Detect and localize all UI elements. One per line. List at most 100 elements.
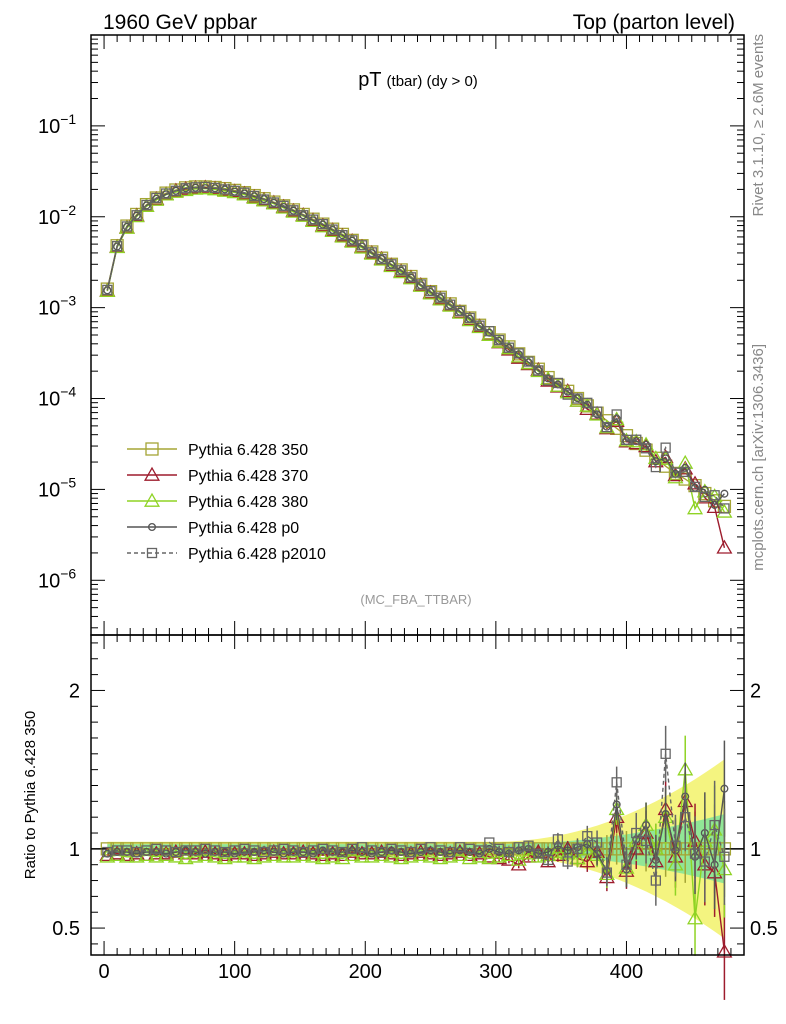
ratio-point-4-35: [444, 846, 456, 858]
ratio-point-4-3: [131, 846, 142, 858]
main-point-4-32: [415, 279, 426, 290]
ratio-point-4-58: [670, 840, 681, 851]
ratio-point-2-2: [118, 848, 135, 863]
legend-label-0: Pythia 6.428 350: [188, 442, 308, 459]
ratio-point-1-22: [314, 846, 331, 862]
main-point-4-58: [670, 467, 681, 478]
ratio-point-0-3: [130, 842, 144, 856]
main-point-4-41: [503, 342, 515, 353]
main-point-3-15: [250, 192, 259, 201]
ratio-point-2-13: [226, 848, 243, 863]
ratio-point-2-28: [373, 846, 390, 862]
ratio-point-4-57: [660, 748, 671, 759]
legend-marker-3: [147, 522, 157, 532]
legend-marker-0: [145, 442, 159, 456]
main-point-4-4: [141, 199, 152, 211]
ratio-point-4-20: [298, 846, 309, 858]
main-point-4-6: [160, 188, 172, 199]
ratio-ylabel: Ratio to Pythia 6.428 350: [22, 711, 39, 879]
main-point-3-44: [534, 366, 543, 375]
main-point-4-12: [219, 184, 231, 195]
main-point-3-3: [132, 211, 141, 220]
ratio-point-4-36: [454, 842, 466, 853]
ratio-point-4-5: [151, 843, 162, 855]
ratio-point-4-27: [366, 845, 377, 856]
ratio-point-2-15: [246, 850, 263, 865]
ratio-point-2-18: [275, 848, 292, 863]
ratio-point-3-21: [308, 849, 318, 858]
ratio-point-4-9: [190, 845, 201, 856]
ratio-point-4-6: [160, 845, 172, 856]
main-ytick-label-3: 10−3: [38, 293, 76, 320]
ratio-point-0-51: [600, 842, 614, 856]
ratio-xtick-label-4: 400: [610, 961, 643, 983]
main-point-4-25: [347, 235, 358, 246]
ratio-point-4-16: [258, 846, 270, 858]
ratio-point-2-24: [334, 850, 351, 865]
main-point-4-18: [278, 200, 289, 211]
main-ytick-label-5: 10−1: [38, 111, 76, 138]
main-point-4-5: [151, 192, 162, 204]
legend-item-2: Pythia 6.428 380: [127, 492, 308, 511]
main-point-4-43: [523, 356, 534, 367]
ratio-point-4-15: [249, 845, 260, 856]
legend-label-2: Pythia 6.428 380: [188, 494, 308, 511]
ratio-point-4-10: [200, 843, 211, 855]
main-point-4-36: [454, 305, 466, 317]
ratio-point-4-49: [582, 831, 593, 842]
main-point-4-44: [533, 365, 544, 376]
main-point-4-17: [268, 197, 279, 208]
main-point-3-4: [142, 201, 151, 210]
main-point-0-61: [698, 486, 712, 501]
main-point-3-17: [269, 198, 278, 207]
main-point-4-13: [229, 185, 240, 196]
ratio-point-2-38: [471, 848, 488, 863]
main-panel: 10−6 10−5 10−4 10−3 10−2 10−1: [38, 34, 745, 636]
main-point-3-24: [338, 231, 347, 240]
legend: Pythia 6.428 350 Pythia 6.428 370 Pythia 6…: [127, 442, 326, 563]
main-point-2-63: [716, 503, 733, 518]
ratio-point-1-24: [334, 846, 351, 862]
ratio-point-1-37: [461, 846, 478, 862]
ratio-point-1-16: [256, 845, 273, 860]
main-point-3-7: [171, 186, 180, 195]
ratio-point-2-11: [207, 848, 224, 863]
main-point-4-59: [680, 466, 691, 478]
main-point-3-20: [299, 211, 308, 220]
main-point-4-2: [121, 221, 133, 232]
main-ytick-label-4: 10−2: [38, 202, 76, 229]
ratio-point-2-29: [383, 848, 400, 863]
main-series-0: [100, 180, 732, 514]
ratio-point-4-34: [435, 845, 446, 856]
main-point-4-61: [699, 491, 710, 503]
ratio-point-2-25: [344, 846, 361, 862]
ratio-ytick-label-right-2: 2: [750, 680, 761, 702]
ratio-ytick-label-left-0: 0.5: [52, 918, 80, 940]
ratio-point-4-32: [415, 843, 426, 855]
ratio-point-0-35: [443, 842, 457, 856]
analysis-annotation: (MC_FBA_TTBAR): [360, 592, 471, 607]
ratio-point-4-41: [503, 846, 515, 858]
main-point-3-29: [387, 260, 396, 269]
legend-label-3: Pythia 6.428 p0: [188, 520, 299, 537]
ratio-point-4-37: [464, 843, 475, 855]
ratio-point-4-40: [493, 843, 505, 855]
main-point-3-9: [191, 183, 200, 192]
ratio-point-4-0: [102, 846, 113, 858]
ratio-ytick-label-right-1: 1: [750, 839, 761, 861]
main-point-4-33: [425, 286, 436, 297]
ratio-xtick-label-0: 0: [98, 961, 109, 983]
main-point-4-35: [444, 299, 456, 310]
main-point-4-16: [258, 194, 270, 205]
legend-marker-2: [143, 492, 161, 507]
ratio-point-4-43: [523, 840, 534, 851]
ratio-point-1-39: [481, 848, 498, 863]
rivet-label: Rivet 3.1.10, ≥ 2.6M events: [750, 34, 767, 217]
ratio-point-4-62: [709, 819, 720, 831]
main-point-2-60: [687, 500, 704, 515]
ratio-point-3-8: [181, 846, 190, 855]
ratio-point-2-34: [432, 850, 449, 865]
legend-label-4: Pythia 6.428 p2010: [188, 546, 326, 563]
ratio-point-3-39: [485, 844, 494, 853]
ratio-point-4-45: [542, 854, 554, 866]
